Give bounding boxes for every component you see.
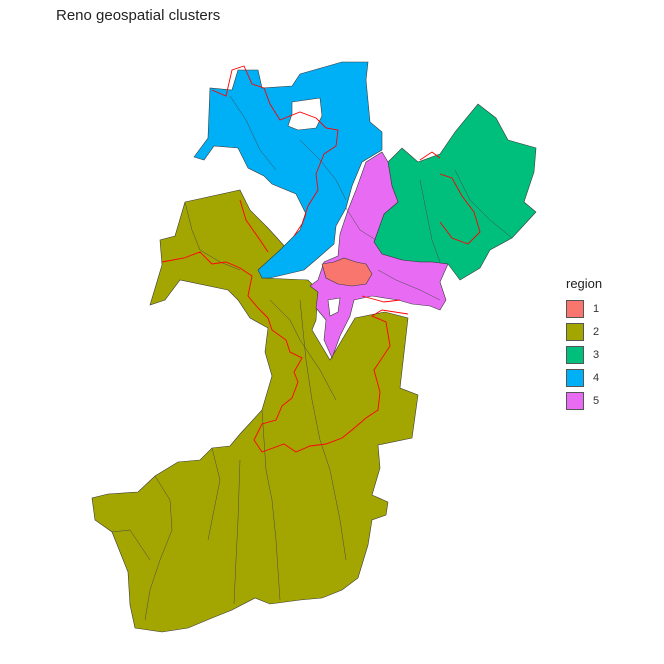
map-title: Reno geospatial clusters [56,7,221,24]
legend-label-5: 5 [593,394,600,407]
legend-label-4: 4 [593,371,600,384]
region-3-area [373,103,537,281]
region-4-polygon [193,61,383,279]
legend-item-2: 2 [566,320,602,343]
legend-swatch-4 [566,368,584,387]
tract-boundaries [111,95,513,621]
legend-swatch-1 [566,299,584,318]
region-5-hole [327,297,341,317]
region-2-area [91,189,419,633]
legend: region 1 2 3 4 5 [566,276,602,412]
legend-swatch-3 [566,345,584,364]
legend-title: region [566,276,603,291]
region-1-polygon [321,257,373,287]
region-3-polygon [373,103,537,281]
region-2-polygon [91,189,419,633]
legend-label-2: 2 [593,325,600,338]
legend-item-1: 1 [566,297,602,320]
region-1-area [321,257,373,287]
legend-item-5: 5 [566,389,602,412]
legend-swatch-2 [566,322,584,341]
legend-label-1: 1 [593,302,600,315]
legend-item-4: 4 [566,366,602,389]
legend-item-3: 3 [566,343,602,366]
legend-swatch-5 [566,391,584,410]
city-boundary [161,65,481,453]
legend-label-3: 3 [593,348,600,361]
